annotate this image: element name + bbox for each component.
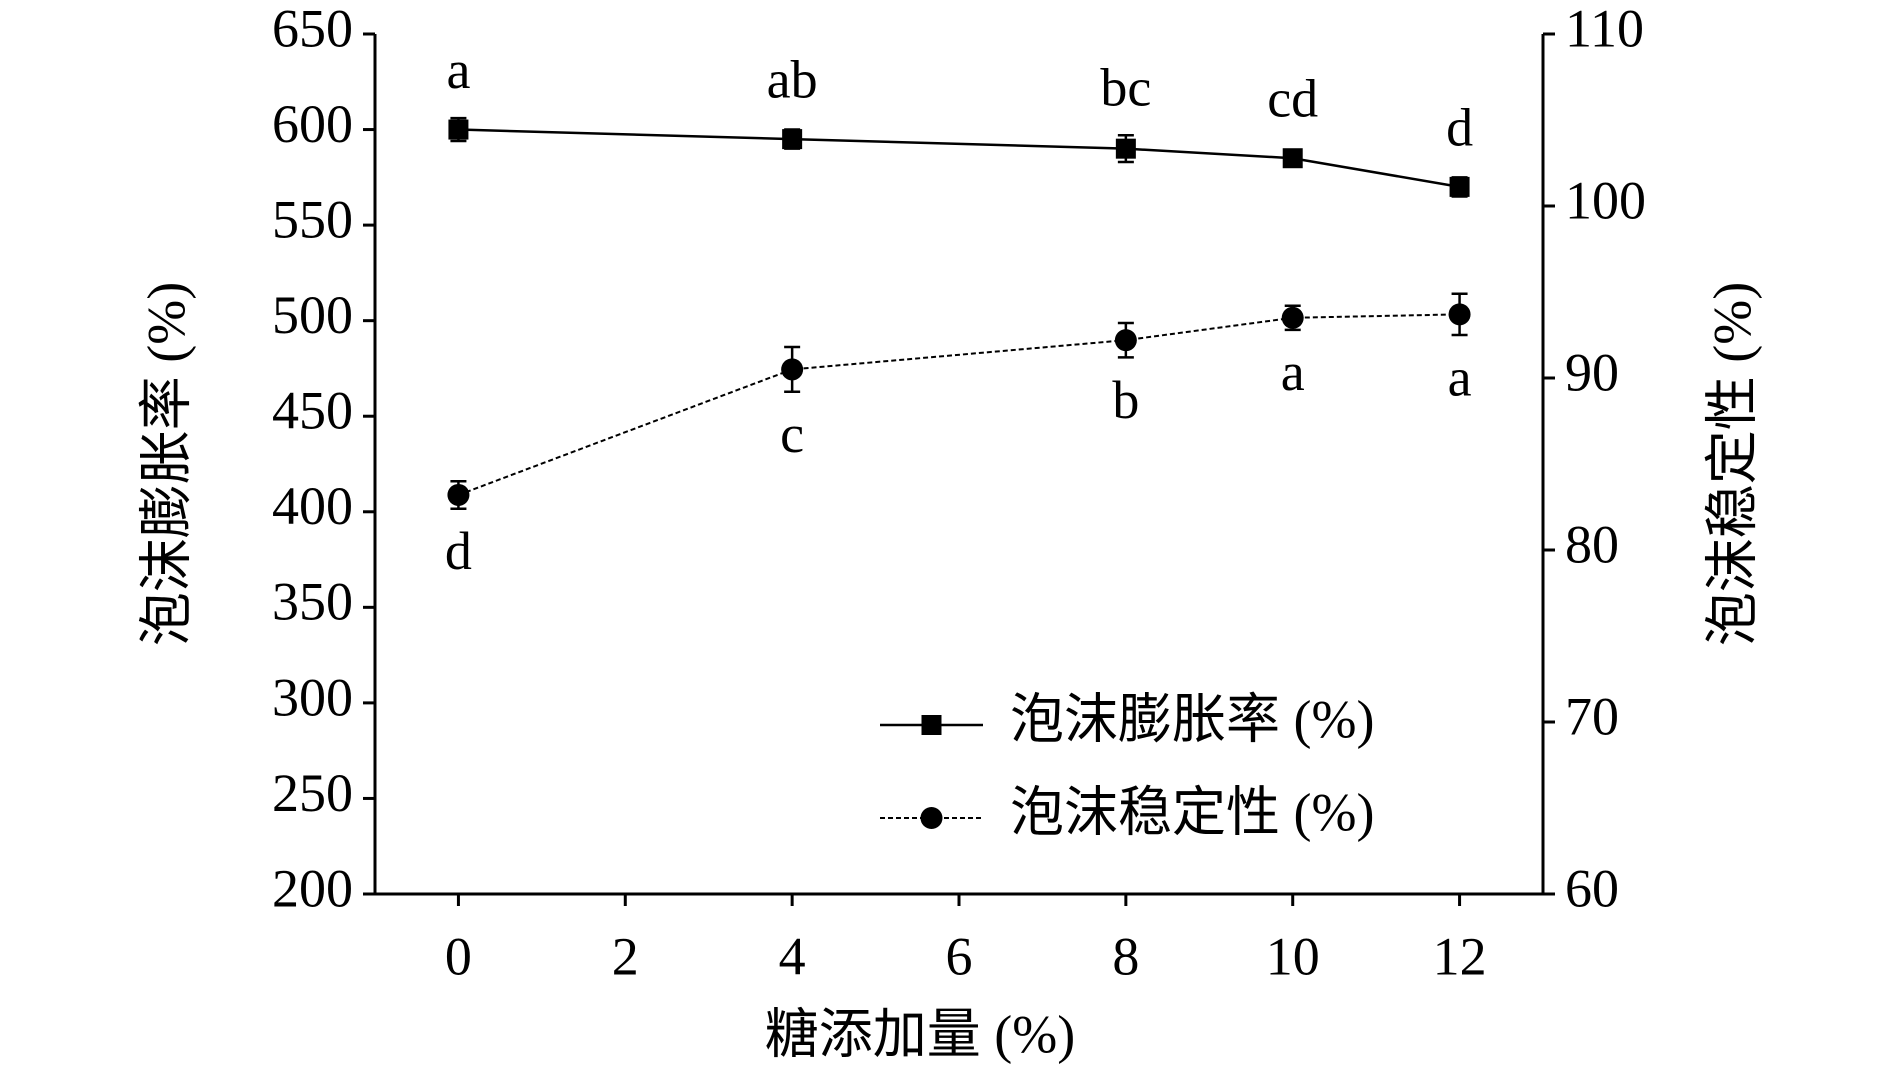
y2-tick-label: 80 xyxy=(1565,514,1619,574)
data-point xyxy=(1115,138,1136,159)
y2-axis-title: 泡沫稳定性 (%) xyxy=(1702,282,1762,646)
significance-letter: c xyxy=(780,404,804,464)
significance-letter: a xyxy=(446,40,470,100)
data-point xyxy=(1449,176,1470,197)
significance-letter: bc xyxy=(1100,58,1151,118)
x-tick-label: 0 xyxy=(445,926,472,986)
significance-letter: a xyxy=(1281,342,1305,402)
data-point xyxy=(447,483,470,506)
data-point xyxy=(1282,148,1303,169)
y2-tick-label: 90 xyxy=(1565,342,1619,402)
y-tick-label: 300 xyxy=(272,667,353,727)
x-tick-label: 8 xyxy=(1112,926,1139,986)
x-tick-label: 2 xyxy=(612,926,639,986)
data-point xyxy=(781,358,804,381)
significance-letter: a xyxy=(1448,347,1472,407)
significance-letter: d xyxy=(1446,97,1473,157)
data-point xyxy=(1114,329,1137,352)
legend-marker xyxy=(920,807,943,829)
y2-tick-label: 110 xyxy=(1565,0,1644,58)
y2-tick-label: 70 xyxy=(1565,686,1619,746)
y-tick-label: 500 xyxy=(272,285,353,345)
y-axis-title: 泡沫膨胀率 (%) xyxy=(136,282,196,646)
legend-marker xyxy=(921,715,942,735)
legend-label: 泡沫稳定性 (%) xyxy=(1010,782,1374,842)
legend-label: 泡沫膨胀率 (%) xyxy=(1010,689,1374,749)
x-tick-label: 12 xyxy=(1433,926,1487,986)
significance-letter: ab xyxy=(767,50,818,110)
x-tick-label: 6 xyxy=(946,926,973,986)
significance-letter: b xyxy=(1112,370,1139,430)
x-axis-title: 糖添加量 (%) xyxy=(765,1004,1075,1064)
y-tick-label: 650 xyxy=(272,0,353,58)
y2-tick-label: 60 xyxy=(1565,858,1619,918)
data-point xyxy=(782,129,803,150)
y-tick-label: 400 xyxy=(272,476,353,536)
series-line xyxy=(458,128,1460,189)
y-tick-label: 200 xyxy=(272,858,353,918)
y2-tick-label: 100 xyxy=(1565,170,1646,230)
significance-letter: cd xyxy=(1267,69,1318,129)
y-tick-label: 450 xyxy=(272,381,353,441)
data-point xyxy=(1448,303,1471,326)
x-tick-label: 10 xyxy=(1266,926,1320,986)
significance-letter: d xyxy=(445,521,472,581)
series-line xyxy=(458,313,1460,496)
data-point xyxy=(1281,306,1304,329)
data-point xyxy=(448,119,469,140)
y-tick-label: 550 xyxy=(272,190,353,250)
x-tick-label: 4 xyxy=(779,926,806,986)
y-tick-label: 250 xyxy=(272,763,353,823)
y-tick-label: 600 xyxy=(272,94,353,154)
y-tick-label: 350 xyxy=(272,572,353,632)
